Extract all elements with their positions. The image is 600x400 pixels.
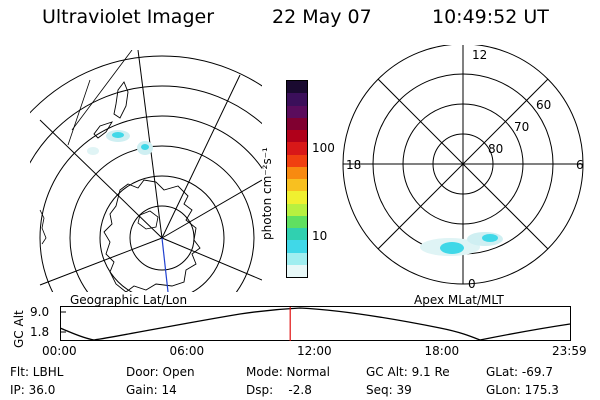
magnetic-polar-plot: 12 18 6 0 60 70 80 (342, 45, 584, 291)
new-zealand-coastline (93, 81, 129, 139)
mlt-label-12: 12 (472, 48, 487, 62)
colorbar-segment (287, 228, 307, 241)
door-status: Door: Open (126, 365, 195, 379)
colorbar-segment (287, 154, 307, 167)
colorbar-segment (287, 93, 307, 106)
seq-status: Seq: 39 (366, 383, 412, 397)
lat-circle (39, 115, 262, 292)
mlat-label-80: 80 (488, 142, 503, 156)
gc-alt-status: GC Alt: 9.1 Re (366, 365, 450, 379)
altitude-ytick-1.8: 1.8 (30, 325, 50, 339)
colorbar-segment (287, 105, 307, 118)
colorbar-segment (287, 179, 307, 192)
mlat-label-70: 70 (514, 120, 529, 134)
altitude-xtick: 06:00 (169, 344, 205, 358)
colorbar-segment (287, 191, 307, 204)
glon-status: GLon: 175.3 (486, 383, 559, 397)
geographic-map (30, 50, 262, 292)
meridian-line (161, 74, 241, 239)
colorbar-segment (287, 130, 307, 143)
lat-circle (30, 55, 262, 114)
colorbar-unit-label: photon cm⁻²s⁻¹ (260, 147, 274, 240)
altitude-xtick: 18:00 (424, 344, 460, 358)
glat-status: GLat: -69.7 (486, 365, 553, 379)
mlt-label-18: 18 (346, 158, 361, 172)
left-map-caption: Geographic Lat/Lon (70, 293, 188, 307)
right-map-caption: Apex MLat/MLT (414, 293, 504, 307)
meridian-line (161, 179, 262, 239)
date-label: 22 May 07 (272, 6, 372, 28)
altitude-ytick-9: 9.0 (30, 305, 50, 319)
colorbar-segment (287, 142, 307, 155)
dsp-status: Dsp: -2.8 (246, 383, 312, 397)
colorbar-segment (287, 81, 307, 94)
meridian-line (161, 237, 262, 281)
colorbar-tick-100: 100 (312, 141, 335, 155)
altitude-xtick: 00:00 (42, 344, 77, 358)
aurora-emission (87, 130, 153, 155)
filter-status: Flt: LBHL (10, 365, 64, 379)
mlt-label-6: 6 (576, 158, 584, 172)
colorbar-segment (287, 264, 307, 277)
time-label: 10:49:52 UT (432, 6, 549, 28)
meridian-line (39, 119, 163, 239)
altitude-xtick: 12:00 (297, 344, 332, 358)
lat-circle (69, 145, 255, 292)
meridian-line (39, 237, 163, 286)
colorbar-segment (287, 215, 307, 228)
colorbar-segment (287, 117, 307, 130)
mlat-label-60: 60 (536, 98, 551, 112)
ice-shelf-outline (137, 210, 159, 230)
aurora-oval-emission (420, 232, 503, 256)
lat-circle (99, 175, 225, 292)
altitude-ylabel: GC Alt (12, 310, 26, 348)
colorbar (286, 80, 308, 278)
colorbar-segment (287, 166, 307, 179)
satellite-track (161, 237, 169, 292)
altitude-curve (60, 307, 571, 341)
altitude-strip-plot (60, 306, 571, 341)
altitude-xtick: 23:59 (552, 344, 587, 358)
instrument-title: Ultraviolet Imager (42, 6, 215, 28)
mode-status: Mode: Normal (246, 365, 330, 379)
colorbar-segment (287, 203, 307, 216)
antarctica-coastline (103, 179, 201, 292)
lat-circle (30, 85, 262, 164)
colorbar-tick-10: 10 (312, 229, 328, 243)
ip-status: IP: 36.0 (10, 383, 56, 397)
colorbar-segment (287, 252, 307, 265)
colorbar-segment (287, 240, 307, 253)
mlt-label-0: 0 (468, 277, 476, 291)
gain-status: Gain: 14 (126, 383, 177, 397)
